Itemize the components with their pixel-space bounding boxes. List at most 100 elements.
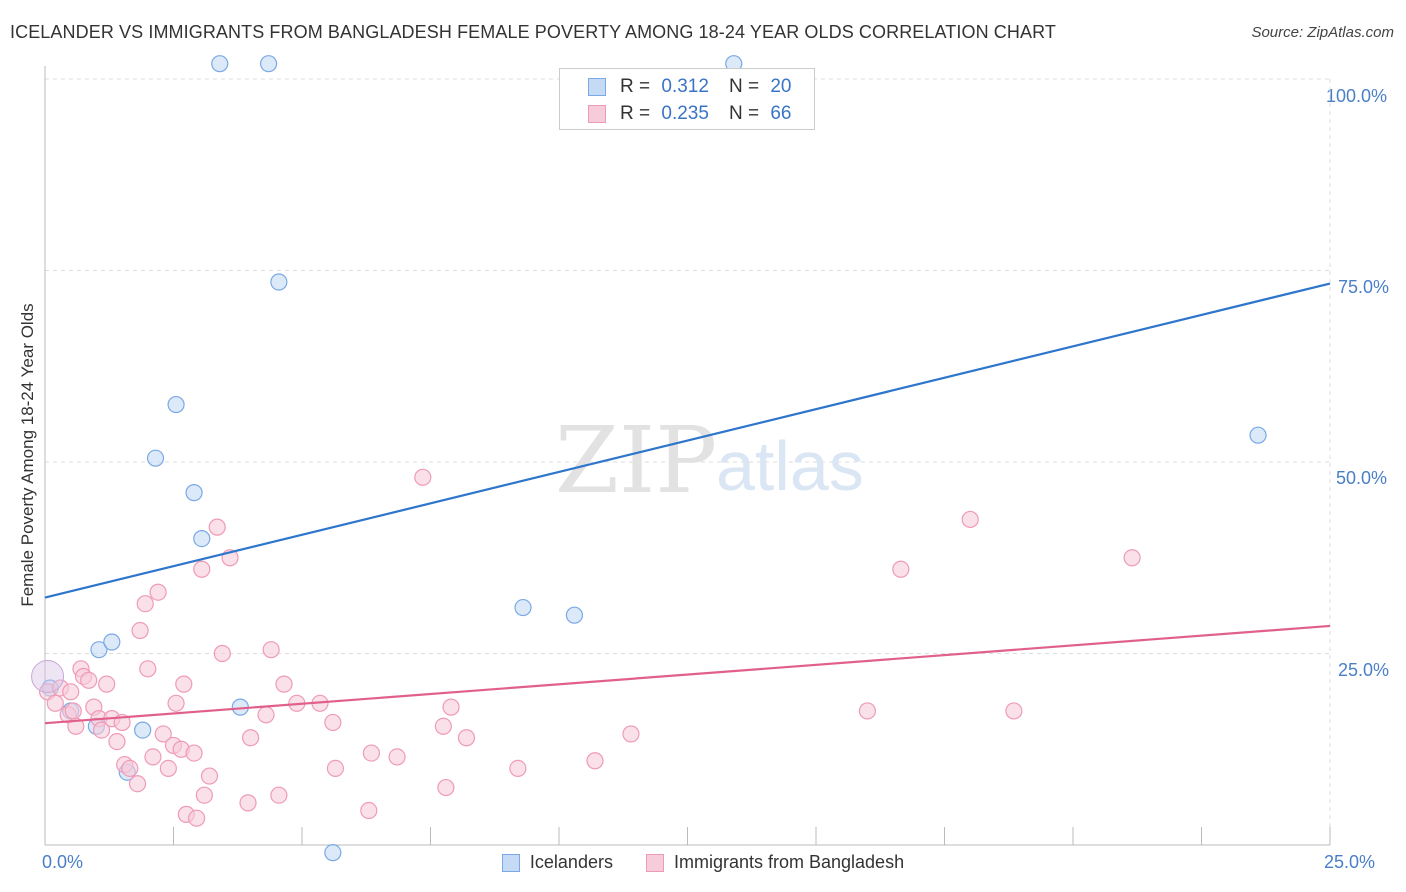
bangladesh-point: [388, 748, 406, 766]
bangladesh-point: [360, 801, 378, 820]
source-credit: Source: ZipAtlas.com: [1251, 24, 1394, 41]
bangladesh-point: [326, 759, 345, 778]
legend-label: Immigrants from Bangladesh: [673, 852, 905, 872]
bangladesh-swatch: [588, 105, 606, 123]
y-tick-label: 50.0%: [1336, 468, 1388, 488]
n-label: N =: [728, 76, 760, 97]
bangladesh-point: [242, 729, 260, 747]
icelanders-point: [324, 844, 342, 862]
y-tick-label: 25.0%: [1338, 660, 1390, 680]
cluster-point: [31, 659, 65, 693]
icelanders-point: [565, 606, 584, 624]
bangladesh-point: [239, 794, 257, 812]
bangladesh-point: [159, 759, 177, 778]
bangladesh-point: [622, 725, 640, 743]
icelanders-point: [211, 55, 229, 73]
axes: [44, 66, 1331, 846]
bangladesh-point: [442, 698, 460, 716]
icelanders-swatch: [588, 78, 606, 96]
n-value: 66: [770, 103, 792, 124]
icelanders-point: [1249, 426, 1267, 444]
bangladesh-point: [262, 641, 280, 659]
bangladesh-point: [275, 675, 293, 693]
icelanders-point: [514, 598, 532, 617]
bangladesh-point: [80, 671, 98, 689]
icelanders-point: [270, 273, 288, 291]
icelanders-point: [193, 529, 211, 548]
icelanders-point: [167, 395, 185, 414]
x-tick-label: 25.0%: [1324, 852, 1376, 872]
bangladesh-point: [213, 644, 231, 663]
icelanders-trend-line: [44, 282, 1331, 599]
bangladesh-point: [858, 702, 877, 720]
bangladesh-point: [154, 725, 172, 743]
n-value: 20: [770, 76, 792, 97]
bangladesh-trend-line: [44, 624, 1331, 725]
icelanders-point: [185, 484, 203, 502]
bangladesh-point: [149, 583, 167, 601]
stats-row-bangladesh: R = 0.235 N = 66: [588, 101, 791, 127]
bangladesh-point: [62, 683, 80, 701]
stats-row-icelanders: R = 0.312 N = 20: [588, 74, 791, 100]
icelanders-point: [146, 449, 165, 467]
bangladesh-point: [136, 595, 154, 613]
bangladesh-point: [92, 721, 111, 739]
bangladesh-point: [434, 717, 452, 735]
r-value: 0.312: [661, 76, 709, 97]
bangladesh-point: [139, 660, 157, 678]
bangladesh-point: [98, 675, 116, 693]
bangladesh-point: [270, 786, 288, 804]
bangladesh-point: [144, 748, 162, 766]
chart-title: ICELANDER VS IMMIGRANTS FROM BANGLADESH …: [10, 22, 1056, 42]
legend-label: Icelanders: [529, 852, 613, 872]
bangladesh-point: [961, 510, 979, 529]
bangladesh-point: [457, 729, 476, 747]
stats-legend: R = 0.312 N = 20 R = 0.235 N = 66: [559, 68, 815, 130]
icelanders-point: [134, 721, 152, 739]
chart-legend: Icelanders Immigrants from Bangladesh: [0, 852, 1406, 878]
bangladesh-point: [437, 778, 455, 797]
bangladesh-point: [131, 621, 149, 640]
watermark-zip: ZIP: [555, 407, 717, 514]
bangladesh-point: [892, 560, 910, 578]
bangladesh-point: [188, 809, 206, 827]
bangladesh-point: [362, 744, 380, 762]
bangladesh-point: [193, 560, 211, 578]
bangladesh-point: [208, 518, 226, 536]
bangladesh-point: [175, 675, 193, 693]
bangladesh-point: [128, 775, 147, 793]
bangladesh-point: [46, 694, 64, 712]
legend-swatch-icelanders: [501, 853, 520, 872]
icelanders-point: [259, 55, 278, 73]
r-value: 0.235: [661, 103, 709, 124]
bangladesh-point: [185, 744, 203, 762]
bangladesh-point: [324, 713, 342, 732]
y-tick-label: 75.0%: [1338, 277, 1390, 297]
icelanders-point: [103, 633, 121, 651]
bangladesh-point: [200, 767, 219, 785]
bangladesh-point: [195, 786, 213, 804]
bangladesh-point: [414, 468, 432, 486]
bangladesh-point: [121, 759, 139, 778]
y-tick-label: 100.0%: [1326, 86, 1388, 106]
r-label: R =: [620, 76, 651, 97]
r-label: R =: [620, 103, 651, 124]
watermark: ZIP atlas: [555, 407, 864, 514]
bangladesh-point: [108, 732, 126, 751]
legend-item-bangladesh[interactable]: Immigrants from Bangladesh: [645, 852, 905, 873]
legend-item-icelanders[interactable]: Icelanders: [501, 852, 613, 873]
bangladesh-point: [1005, 702, 1023, 720]
bangladesh-point: [1123, 549, 1141, 567]
bangladesh-point: [509, 759, 527, 778]
x-tick-label: 0.0%: [42, 852, 84, 872]
watermark-atlas: atlas: [716, 427, 864, 505]
n-label: N =: [728, 103, 760, 124]
bangladesh-point: [167, 694, 185, 712]
bangladesh-point: [257, 706, 275, 724]
bangladesh-point: [64, 702, 82, 720]
bangladesh-point: [586, 752, 604, 770]
legend-swatch-bangladesh: [645, 853, 664, 872]
icelanders-point: [90, 641, 108, 659]
trend-lines: [44, 282, 1331, 725]
